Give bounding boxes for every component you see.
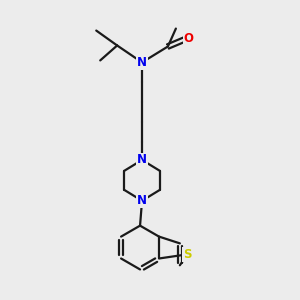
Text: S: S [183,248,192,261]
Text: N: N [137,56,147,69]
Text: N: N [137,194,147,207]
Text: N: N [137,154,147,166]
Text: O: O [184,32,194,45]
